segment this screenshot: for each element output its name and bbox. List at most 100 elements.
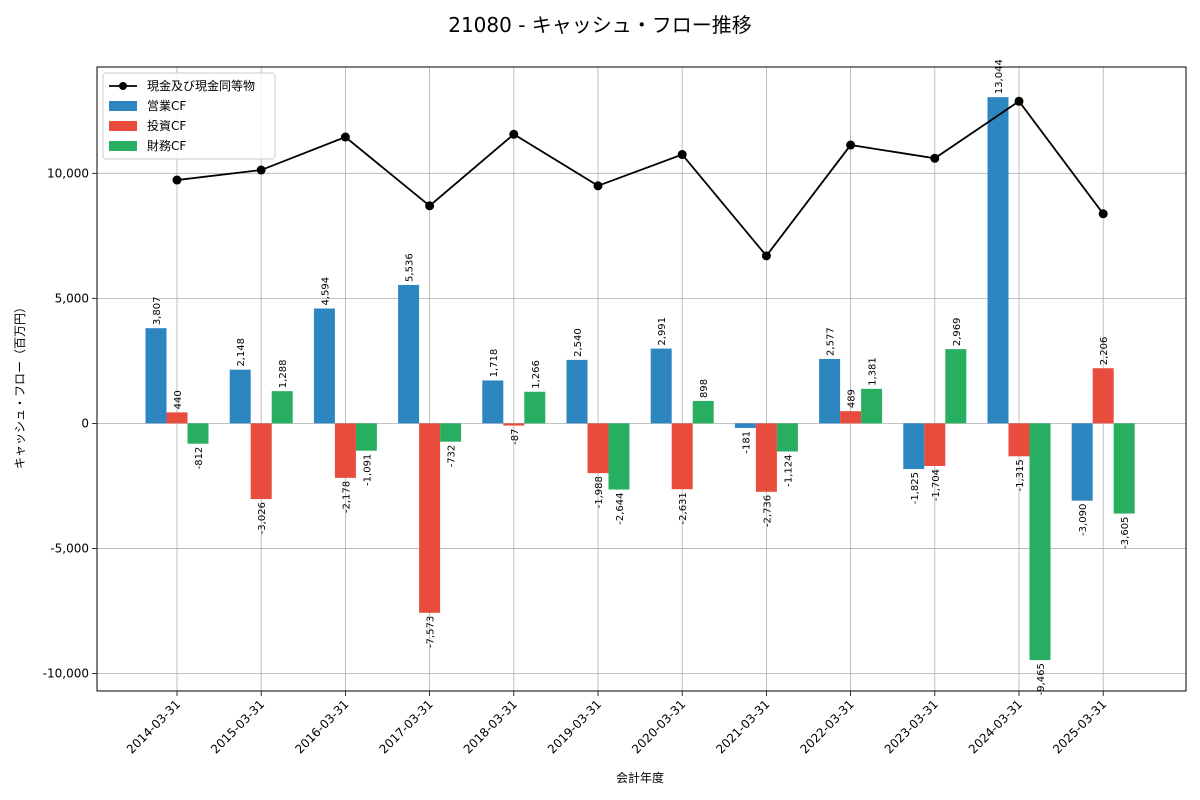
bar-財務CF	[440, 423, 462, 442]
bar-投資CF	[503, 423, 525, 426]
plot-frame	[96, 66, 1187, 692]
bar-value-label: 2,540	[573, 328, 584, 357]
bar-value-label: 489	[847, 389, 858, 408]
y-tick-label: -5,000	[50, 541, 89, 555]
bar-value-label: 4,594	[320, 277, 331, 306]
line-layer	[172, 96, 1108, 261]
legend-label: 現金及び現金同等物	[147, 78, 255, 93]
bar-営業CF	[566, 359, 588, 424]
line-point	[172, 175, 182, 185]
bar-value-label: -2,644	[615, 493, 626, 525]
x-tick-label: 2018-03-31	[461, 697, 520, 756]
bar-財務CF	[187, 423, 209, 444]
bar-財務CF	[1113, 423, 1135, 514]
chart-title: 21080 - キャッシュ・フロー推移	[448, 13, 752, 37]
line-point	[1098, 209, 1108, 219]
bar-value-label: 898	[699, 379, 710, 398]
bar-投資CF	[334, 423, 356, 478]
x-tick-label: 2021-03-31	[713, 697, 772, 756]
bar-投資CF	[1008, 423, 1030, 457]
x-axis-title: 会計年度	[616, 770, 664, 785]
legend-marker	[119, 82, 127, 90]
bar-value-label: -732	[447, 445, 458, 468]
x-tick-label: 2016-03-31	[292, 697, 351, 756]
bar-value-label: -3,605	[1120, 517, 1131, 549]
line-point	[761, 251, 771, 261]
legend-label: 営業CF	[147, 99, 186, 113]
line-point	[509, 129, 519, 139]
line-現金及び現金同等物	[176, 100, 1104, 258]
line-point	[340, 132, 350, 142]
bar-value-label: -1,825	[910, 472, 921, 504]
bar-value-label: 2,969	[952, 317, 963, 346]
bar-value-label: -2,631	[678, 492, 689, 524]
bar-営業CF	[987, 97, 1009, 424]
bar-value-label: -1,124	[783, 455, 794, 487]
x-tick-label: 2022-03-31	[798, 697, 857, 756]
bar-value-label: 2,577	[826, 327, 837, 356]
bar-value-label: 1,718	[489, 349, 500, 378]
y-tick-label: 10,000	[47, 166, 89, 180]
bar-財務CF	[692, 400, 714, 424]
bar-value-label: 1,381	[868, 357, 879, 386]
bar-財務CF	[861, 388, 883, 424]
bar-value-label: -1,704	[931, 469, 942, 501]
data-labels-layer: 3,807 2,148 4,594 5,536 1,718 2,540 2,991 -181 2…	[152, 59, 1131, 695]
bar-投資CF	[671, 423, 693, 490]
x-tick-label: 2024-03-31	[966, 697, 1025, 756]
bar-財務CF	[271, 391, 293, 424]
bar-投資CF	[250, 423, 272, 500]
bar-value-label: -87	[510, 429, 521, 445]
bar-営業CF	[734, 423, 756, 428]
bar-value-label: -9,465	[1036, 663, 1047, 695]
bar-value-label: 3,807	[152, 297, 163, 326]
bar-投資CF	[840, 411, 862, 424]
bar-value-label: -181	[741, 431, 752, 454]
bar-営業CF	[482, 380, 504, 424]
bar-営業CF	[145, 328, 167, 424]
bar-value-label: 440	[173, 390, 184, 409]
bar-財務CF	[608, 423, 630, 490]
grid-layer	[97, 67, 1186, 691]
bar-value-label: -3,090	[1078, 504, 1089, 536]
bar-value-label: 2,206	[1099, 337, 1110, 366]
bar-財務CF	[945, 349, 967, 424]
bar-財務CF	[776, 423, 798, 452]
bar-投資CF	[166, 412, 188, 424]
bar-value-label: 2,148	[236, 338, 247, 367]
line-point	[677, 150, 687, 160]
x-tick-label: 2015-03-31	[208, 697, 267, 756]
bar-営業CF	[903, 423, 925, 470]
legend-swatch	[109, 121, 137, 131]
legend-label: 投資CF	[147, 118, 186, 133]
x-tick-label: 2023-03-31	[882, 697, 941, 756]
bar-営業CF	[650, 348, 672, 424]
bar-value-label: 5,536	[405, 253, 416, 282]
y-tick-label: -10,000	[43, 666, 89, 680]
bar-営業CF	[398, 284, 420, 424]
legend-swatch	[109, 101, 137, 111]
bar-財務CF	[1029, 423, 1051, 661]
bar-value-label: 13,044	[994, 59, 1005, 94]
bar-value-label: 1,288	[278, 360, 289, 389]
bar-value-label: -7,573	[426, 616, 437, 648]
line-point	[1014, 96, 1024, 106]
legend-swatch	[109, 141, 137, 151]
x-tick-label: 2019-03-31	[545, 697, 604, 756]
bar-value-label: -2,736	[762, 495, 773, 527]
bar-投資CF	[755, 423, 777, 492]
bar-投資CF	[1092, 368, 1114, 424]
bar-営業CF	[819, 358, 841, 424]
bar-投資CF	[419, 423, 441, 613]
y-tick-label: 0	[81, 416, 89, 430]
y-axis-title: キャッシュ・フロー（百万円）	[13, 301, 27, 469]
bar-value-label: 1,266	[531, 360, 542, 389]
bar-営業CF	[229, 369, 251, 424]
legend-box	[102, 72, 276, 160]
bar-投資CF	[587, 423, 609, 474]
legend-label: 財務CF	[147, 138, 186, 153]
line-point	[425, 201, 435, 211]
